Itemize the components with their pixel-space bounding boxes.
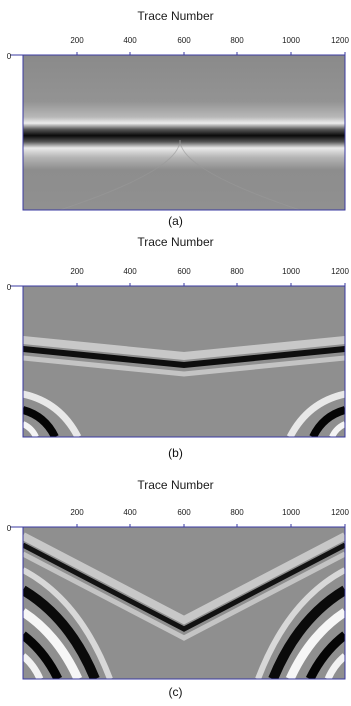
tick-label: 1200 [331, 508, 349, 517]
tick-label-origin: 0 [7, 283, 12, 292]
diffraction-hyperbola [23, 585, 100, 679]
caption-c: (c) [168, 685, 183, 699]
tick-label: 600 [177, 267, 191, 276]
diffraction-hyperbola [23, 406, 59, 437]
tick-label: 800 [230, 508, 244, 517]
seismic-section-a: 0 200 400 600 800 1000 1200 [7, 36, 349, 211]
panel-title: Trace Number [137, 9, 214, 23]
caption-a: (a) [168, 214, 183, 228]
reflection-event [23, 542, 345, 632]
seismic-section-c: 0 200 400 600 800 1000 1200 [7, 508, 349, 680]
diffraction-hyperbola [268, 585, 345, 679]
tick-label: 600 [177, 36, 191, 45]
diffraction-arc [179, 139, 301, 211]
diffraction-hyperbola [329, 421, 345, 437]
tick-marks [76, 524, 346, 527]
tick-label: 1000 [282, 508, 300, 517]
tick-label: 600 [177, 508, 191, 517]
panel-a: Trace Number 0 [0, 0, 351, 232]
tick-label: 1000 [282, 267, 300, 276]
diffraction-hyperbola [23, 608, 83, 679]
tick-label: 1200 [331, 36, 349, 45]
tick-label: 400 [123, 508, 137, 517]
reflection-event [23, 346, 345, 369]
panel-title: Trace Number [137, 478, 214, 492]
diffraction-arc [59, 139, 181, 211]
tick-label: 200 [70, 508, 84, 517]
reflection-halo [23, 336, 345, 361]
tick-label: 800 [230, 36, 244, 45]
tick-marks [76, 52, 346, 55]
diffraction-hyperbola [309, 406, 345, 437]
tick-label: 400 [123, 36, 137, 45]
panel-title: Trace Number [137, 235, 214, 249]
caption-b: (b) [168, 446, 183, 460]
tick-label: 1000 [282, 36, 300, 45]
diffraction-hyperbola [285, 608, 345, 679]
tick-label: 200 [70, 267, 84, 276]
reflection-halo [23, 532, 345, 625]
tick-label: 200 [70, 36, 84, 45]
diffraction-hyperbola [255, 567, 345, 679]
diffraction-hyperbola [23, 390, 82, 437]
diffraction-hyperbola [286, 390, 345, 437]
diffraction-hyperbola [23, 653, 44, 679]
panel-b: Trace Number 0 200 400 600 800 1000 [0, 232, 351, 470]
tick-label: 400 [123, 267, 137, 276]
tick-label: 800 [230, 267, 244, 276]
tick-label-origin: 0 [7, 52, 12, 61]
seismic-section-b: 0 200 400 600 800 1000 1200 [7, 267, 349, 438]
reflection-halo [23, 355, 345, 377]
diffraction-hyperbola [305, 631, 345, 679]
reflection-halo [23, 551, 345, 641]
panel-c: Trace Number 0 200 [0, 470, 351, 706]
tick-label-origin: 0 [7, 524, 12, 533]
diffraction-hyperbola [324, 653, 345, 679]
tick-label: 1200 [331, 267, 349, 276]
tick-marks [76, 283, 346, 286]
diffraction-hyperbola [23, 421, 39, 437]
diffraction-hyperbola [23, 567, 113, 679]
diffraction-hyperbola [23, 631, 63, 679]
section-image [23, 55, 345, 210]
